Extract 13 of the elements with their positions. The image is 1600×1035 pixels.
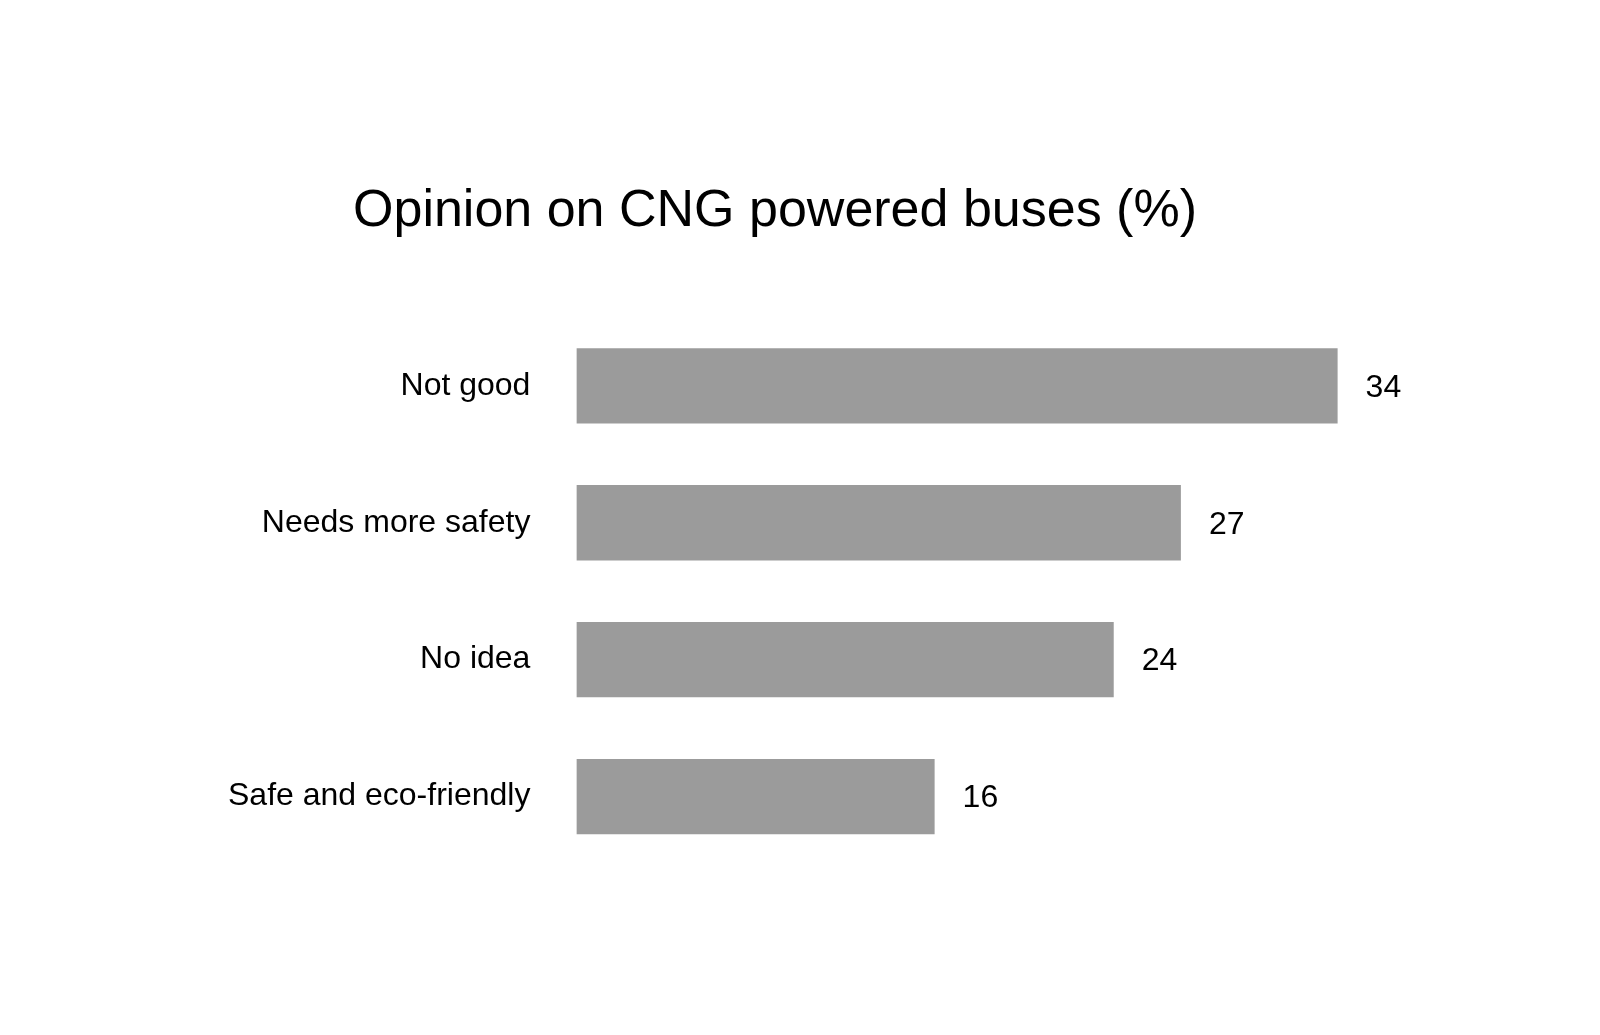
y-tick-label: No idea [420, 639, 531, 676]
y-tick-label: Needs more safety [261, 502, 531, 539]
chart-title: Opinion on CNG powered buses (%) [353, 178, 1197, 237]
bar [576, 485, 1181, 561]
data-label: 27 [1208, 504, 1245, 541]
y-tick-label: Safe and eco-friendly [228, 776, 531, 813]
bar [576, 348, 1338, 424]
bar [576, 758, 935, 835]
y-tick-label: Not good [400, 365, 531, 402]
data-label: 24 [1141, 641, 1178, 678]
data-label: 16 [962, 778, 999, 815]
data-label: 34 [1365, 367, 1402, 404]
bar [576, 622, 1114, 698]
